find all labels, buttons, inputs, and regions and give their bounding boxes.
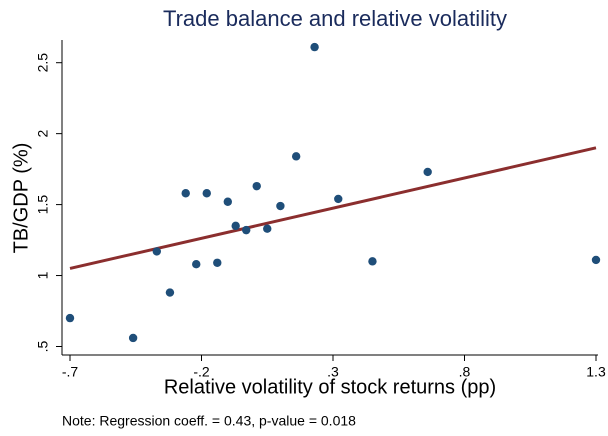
- y-tick-label: 2: [35, 130, 51, 138]
- point: [223, 197, 232, 206]
- point: [65, 313, 75, 323]
- x-tick-label: .3: [327, 364, 339, 380]
- point: [202, 189, 211, 198]
- y-tick-label: 2.5: [35, 53, 51, 73]
- point: [152, 247, 161, 256]
- point: [242, 225, 251, 235]
- point: [368, 257, 377, 266]
- y-tick-label: 1: [35, 271, 51, 279]
- point: [276, 201, 285, 211]
- point: [591, 255, 601, 265]
- point: [252, 181, 261, 191]
- point: [423, 167, 432, 177]
- point: [291, 152, 301, 161]
- point: [213, 258, 222, 267]
- regression-line: [69, 146, 597, 270]
- y-tick-label: .5: [35, 340, 51, 352]
- chart-title: Trade balance and relative volatility: [163, 6, 507, 31]
- point: [192, 259, 201, 269]
- point: [310, 42, 319, 52]
- point: [334, 194, 343, 204]
- x-tick-label: -.7: [62, 364, 79, 380]
- point: [165, 288, 175, 297]
- x-tick-label: .8: [459, 364, 471, 380]
- x-tick-label: 1.3: [586, 364, 606, 380]
- x-tick-label: -.2: [193, 364, 210, 380]
- note: Note: Regression coeff. = 0.43, p-value …: [62, 413, 356, 429]
- point: [263, 224, 272, 233]
- point: [128, 333, 138, 343]
- x-axis-label: Relative volatility of stock returns (pp…: [164, 376, 496, 398]
- y-axis-label: TB/GDP (%): [10, 143, 32, 254]
- point: [231, 221, 240, 231]
- y-tick-label: 1.5: [35, 195, 51, 215]
- point: [181, 189, 190, 198]
